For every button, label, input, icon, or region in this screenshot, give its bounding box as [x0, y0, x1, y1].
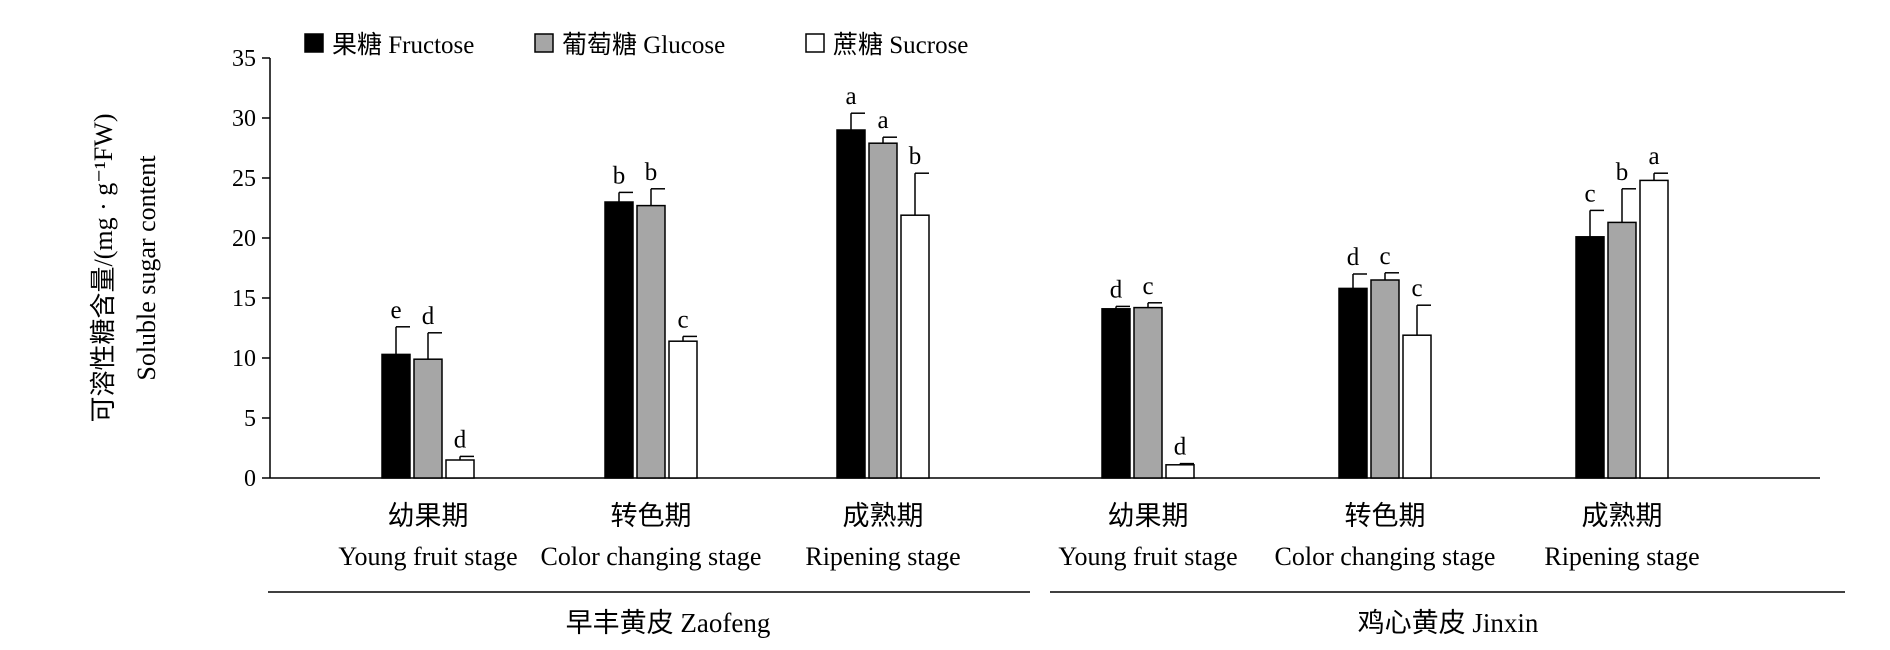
bar: [836, 129, 866, 479]
legend-swatch: [304, 33, 324, 53]
axes: 0 5 10 15 20 25 30 35 可溶性糖含量/(mg · g⁻¹FW) Soluble…: [89, 46, 1820, 492]
legend-swatch: [805, 33, 825, 53]
category-label-en: Ripening stage: [805, 542, 960, 571]
bar: [1165, 464, 1195, 479]
category-label-zh: 转色期: [1345, 501, 1426, 531]
bar: [900, 214, 930, 479]
legend-label: 果糖 Fructose: [332, 31, 474, 59]
category-label-en: Young fruit stage: [1058, 542, 1237, 571]
group-label: 鸡心黄皮 Jinxin: [1358, 608, 1539, 638]
y-axis-label-en: Soluble sugar content: [132, 155, 161, 381]
category-label-zh: 幼果期: [388, 501, 469, 531]
bar: [445, 459, 475, 479]
bar: [1133, 306, 1163, 479]
significance-label: a: [845, 83, 856, 110]
y-tick-label: 10: [232, 346, 256, 372]
significance-label: c: [1379, 243, 1390, 270]
y-tick-label: 15: [232, 286, 256, 312]
significance-label: c: [1411, 275, 1422, 302]
bar: [413, 358, 443, 479]
significance-label: b: [909, 143, 922, 170]
significance-label: e: [390, 297, 401, 324]
bar: [1370, 279, 1400, 479]
legend-label: 蔗糖 Sucrose: [833, 31, 968, 59]
bar: [868, 142, 898, 479]
y-axis-label-zh: 可溶性糖含量/(mg · g⁻¹FW): [89, 114, 118, 423]
y-tick-label: 0: [244, 466, 256, 492]
bar: [1607, 221, 1637, 479]
significance-label: b: [1616, 159, 1629, 186]
category-label-en: Young fruit stage: [338, 542, 517, 571]
bar: [604, 201, 634, 479]
bar: [636, 204, 666, 479]
category-label-zh: 幼果期: [1108, 501, 1189, 531]
bar: [1402, 334, 1432, 479]
legend-swatch: [534, 33, 554, 53]
y-tick-label: 30: [232, 106, 256, 132]
bar: [1338, 287, 1368, 479]
significance-label: d: [1110, 276, 1123, 303]
bars: [381, 112, 1669, 479]
category-label-zh: 成熟期: [843, 501, 924, 531]
significance-label: d: [1174, 434, 1187, 461]
significance-label: b: [613, 162, 626, 189]
bar: [1639, 179, 1669, 479]
y-tick-label: 5: [244, 406, 256, 432]
significance-label: c: [677, 306, 688, 333]
significance-label: b: [645, 159, 658, 186]
y-tick-label: 35: [232, 46, 256, 72]
legend-label: 葡萄糖 Glucose: [562, 31, 725, 59]
significance-label: c: [1142, 273, 1153, 300]
legend: 果糖 Fructose 葡萄糖 Glucose 蔗糖 Sucrose: [304, 31, 968, 59]
category-label-en: Color changing stage: [1275, 542, 1496, 571]
bar: [668, 340, 698, 479]
y-tick-label: 25: [232, 166, 256, 192]
significance-label: d: [454, 426, 467, 453]
y-tick-label: 20: [232, 226, 256, 252]
category-label-zh: 成熟期: [1582, 501, 1663, 531]
category-label-zh: 转色期: [611, 501, 692, 531]
significance-label: a: [1648, 143, 1659, 170]
group-label: 早丰黄皮 Zaofeng: [566, 608, 771, 638]
bar: [1575, 236, 1605, 479]
significance-label: d: [1347, 244, 1360, 271]
bar: [381, 353, 411, 479]
category-label-en: Ripening stage: [1544, 542, 1699, 571]
bar: [1101, 308, 1131, 479]
significance-label: a: [877, 107, 888, 134]
significance-label: d: [422, 303, 435, 330]
significance-label: c: [1584, 180, 1595, 207]
category-label-en: Color changing stage: [541, 542, 762, 571]
